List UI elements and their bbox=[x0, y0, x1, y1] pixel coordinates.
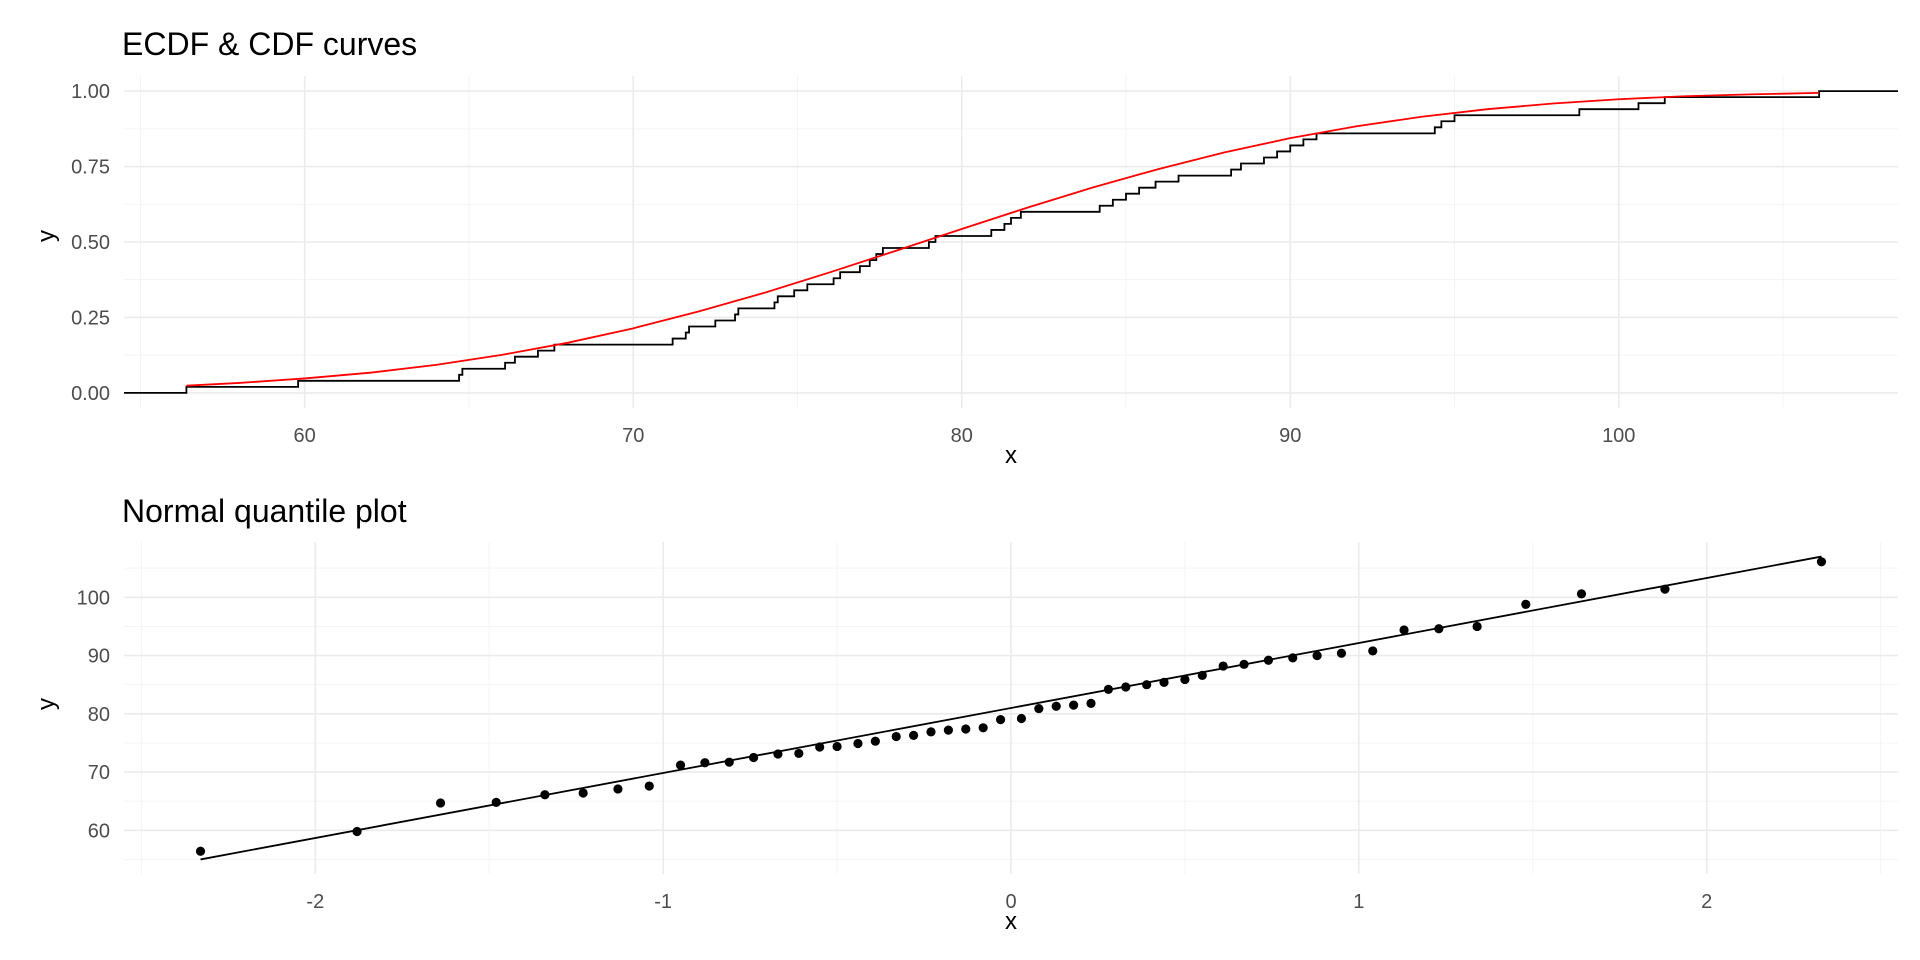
qq-y-axis-title: y bbox=[33, 698, 60, 710]
qq-point bbox=[1016, 713, 1027, 724]
ecdf-cdf-y-tick-labels: 0.00 0.25 0.50 0.75 1.00 bbox=[71, 81, 110, 405]
ecdf-cdf-x-tick-label: 70 bbox=[622, 425, 644, 447]
qq-y-tick-label: 90 bbox=[88, 646, 110, 668]
qq-x-tick-label: 1 bbox=[1353, 891, 1364, 913]
ecdf-cdf-series bbox=[124, 90, 1898, 394]
qq-point bbox=[1218, 661, 1228, 671]
qq-point bbox=[891, 731, 901, 742]
qq-title: Normal quantile plot bbox=[122, 493, 407, 529]
qq-point bbox=[832, 741, 842, 752]
qq-grid bbox=[124, 542, 1898, 874]
ecdf-cdf-x-tick-label: 100 bbox=[1602, 425, 1635, 447]
ecdf-cdf-y-tick-label: 1.00 bbox=[71, 81, 110, 103]
qq-point bbox=[613, 784, 623, 794]
qq-point bbox=[1142, 680, 1152, 690]
qq-point bbox=[1180, 674, 1190, 685]
qq-point bbox=[870, 736, 880, 746]
qq-point bbox=[748, 752, 759, 763]
qq-point bbox=[540, 790, 550, 800]
normal-quantile-panel: Normal quantile plot 60 70 80 90 100 -2 -1 0 1 2… bbox=[33, 493, 1898, 935]
qq-y-tick-labels: 60 70 80 90 100 bbox=[77, 587, 110, 842]
ecdf-cdf-y-tick-label: 0.75 bbox=[71, 157, 110, 179]
ecdf-cdf-grid bbox=[124, 76, 1898, 408]
qq-point bbox=[926, 727, 936, 737]
ecdf-cdf-x-tick-label: 90 bbox=[1279, 425, 1301, 447]
qq-point bbox=[853, 738, 863, 749]
ecdf-cdf-y-tick-label: 0.00 bbox=[71, 383, 110, 405]
qq-point bbox=[1086, 698, 1096, 708]
qq-point bbox=[978, 723, 988, 733]
qq-x-tick-labels: -2 -1 0 1 2 bbox=[306, 891, 1712, 913]
qq-point bbox=[1816, 557, 1827, 567]
qq-point bbox=[1336, 648, 1347, 658]
qq-point bbox=[1263, 655, 1274, 665]
qq-point bbox=[1034, 703, 1044, 714]
qq-point bbox=[195, 846, 206, 856]
qq-point bbox=[578, 788, 588, 798]
qq-point bbox=[1434, 624, 1444, 634]
qq-x-tick-label: 2 bbox=[1701, 891, 1712, 913]
qq-point bbox=[724, 757, 734, 767]
qq-point bbox=[675, 760, 686, 770]
ecdf-cdf-y-tick-label: 0.25 bbox=[71, 307, 110, 329]
ecdf-cdf-x-axis-title: x bbox=[1005, 442, 1017, 469]
qq-point bbox=[1312, 650, 1322, 661]
qq-x-tick-label: -2 bbox=[306, 891, 324, 913]
ecdf-cdf-x-tick-label: 80 bbox=[951, 425, 973, 447]
qq-point bbox=[352, 826, 362, 837]
qq-point bbox=[1069, 700, 1079, 710]
ecdf-step-line bbox=[124, 90, 1898, 394]
ecdf-cdf-x-tick-labels: 60 70 80 90 100 bbox=[294, 425, 1636, 447]
qq-point bbox=[1521, 599, 1531, 609]
ecdf-cdf-y-tick-label: 0.50 bbox=[71, 232, 110, 254]
qq-point bbox=[794, 748, 804, 759]
qq-point bbox=[995, 715, 1006, 725]
qq-series bbox=[195, 555, 1827, 861]
qq-point bbox=[961, 724, 971, 734]
qq-y-tick-label: 60 bbox=[88, 820, 110, 842]
qq-point bbox=[773, 749, 783, 759]
qq-point bbox=[1121, 682, 1131, 692]
qq-x-axis-title: x bbox=[1005, 908, 1017, 935]
ecdf-cdf-y-axis-title: y bbox=[33, 230, 60, 242]
qq-point bbox=[1660, 584, 1670, 594]
qq-point bbox=[435, 798, 446, 808]
qq-point bbox=[1239, 659, 1249, 669]
qq-point bbox=[644, 781, 654, 791]
qq-point bbox=[1051, 701, 1061, 711]
ecdf-cdf-title: ECDF & CDF curves bbox=[122, 26, 417, 62]
qq-reference-line bbox=[200, 555, 1822, 861]
qq-point bbox=[1368, 646, 1378, 656]
ecdf-cdf-x-tick-label: 60 bbox=[294, 425, 316, 447]
qq-point bbox=[1288, 653, 1298, 663]
qq-point bbox=[943, 725, 953, 735]
qq-point bbox=[1472, 621, 1482, 632]
qq-point bbox=[1399, 625, 1409, 635]
qq-point bbox=[1197, 670, 1207, 680]
qq-point bbox=[815, 742, 825, 752]
qq-x-tick-label: 0 bbox=[1005, 891, 1016, 913]
qq-point bbox=[1103, 684, 1113, 694]
qq-y-tick-label: 80 bbox=[88, 704, 110, 726]
qq-point bbox=[700, 758, 710, 768]
qq-y-tick-label: 100 bbox=[77, 587, 110, 609]
qq-point bbox=[491, 797, 501, 807]
ecdf-cdf-panel: ECDF & CDF curves 0.00 0.25 0.50 0.75 1.00 6… bbox=[33, 26, 1898, 469]
cdf-curve-line bbox=[186, 92, 1820, 387]
qq-point bbox=[1576, 589, 1587, 599]
qq-point bbox=[909, 730, 919, 740]
qq-point bbox=[1159, 677, 1169, 687]
qq-y-tick-label: 70 bbox=[88, 762, 110, 784]
qq-x-tick-label: -1 bbox=[654, 891, 672, 913]
